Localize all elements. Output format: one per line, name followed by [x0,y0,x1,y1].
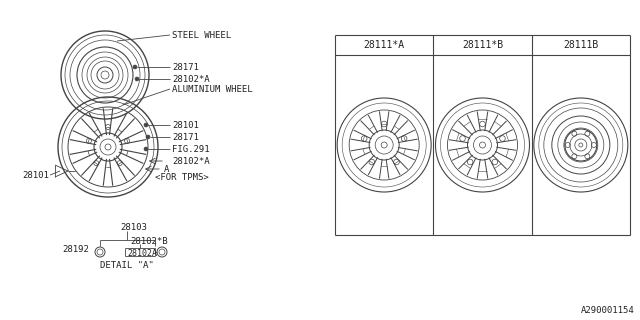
Text: 28102*A: 28102*A [172,156,210,165]
Text: A290001154: A290001154 [581,306,635,315]
Circle shape [135,77,139,81]
Text: 28171: 28171 [172,62,199,71]
Circle shape [133,65,137,69]
Text: ALUMINIUM WHEEL: ALUMINIUM WHEEL [172,84,253,93]
Text: 28101: 28101 [172,121,199,130]
Text: STEEL WHEEL: STEEL WHEEL [172,30,231,39]
Text: 28102*B: 28102*B [130,237,168,246]
Text: 28102*A: 28102*A [172,75,210,84]
Text: 28111*B: 28111*B [462,40,503,50]
Text: <FOR TPMS>: <FOR TPMS> [155,172,209,181]
Circle shape [144,147,148,151]
Text: 28111*A: 28111*A [364,40,404,50]
Text: 28192: 28192 [62,245,89,254]
Text: 28171: 28171 [172,132,199,141]
Text: 28101: 28101 [22,171,49,180]
Circle shape [146,135,150,139]
Text: 28102A: 28102A [127,249,157,258]
Text: A: A [164,164,170,173]
Text: 28111B: 28111B [563,40,598,50]
Text: DETAIL "A": DETAIL "A" [100,261,154,270]
Circle shape [144,123,148,127]
Text: FIG.291: FIG.291 [172,145,210,154]
Text: 28103: 28103 [120,223,147,233]
